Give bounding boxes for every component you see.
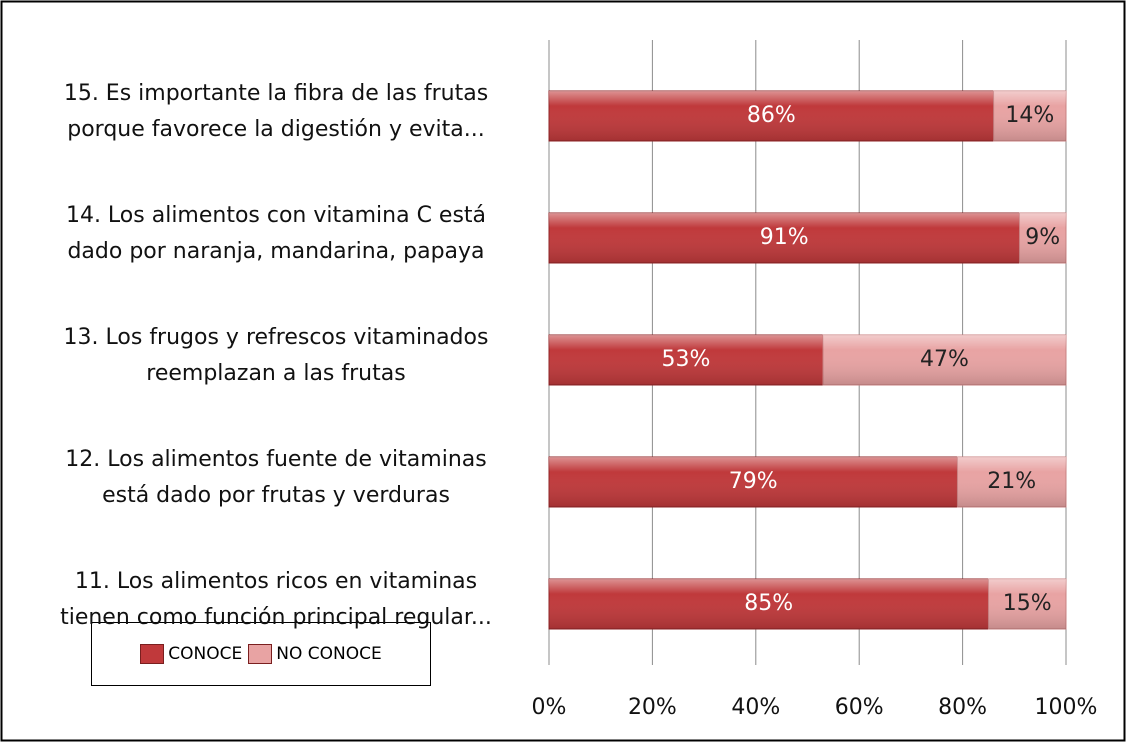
data-label: 21% (987, 469, 1036, 494)
legend-label: CONOCE (168, 644, 243, 664)
legend-label: NO CONOCE (276, 644, 382, 664)
category-label: 11. Los alimentos ricos en vitaminas tie… (60, 569, 492, 630)
bar-shine (549, 579, 989, 629)
bar-shine (549, 91, 994, 141)
x-tick-label: 100% (1035, 695, 1098, 720)
legend-swatch (248, 644, 273, 664)
data-label: 53% (662, 347, 711, 372)
data-label: 86% (747, 103, 796, 128)
bar-shine (823, 335, 1066, 385)
legend-item: CONOCE (140, 644, 242, 664)
data-label: 14% (1005, 103, 1054, 128)
bar-shine (1019, 213, 1066, 263)
bar-shine (957, 457, 1066, 507)
data-label: 85% (744, 591, 793, 616)
bar-shine (549, 457, 958, 507)
category-label: 12. Los alimentos fuente de vitaminas es… (65, 447, 487, 508)
data-label: 91% (760, 225, 809, 250)
bar-shine (549, 213, 1020, 263)
bar-shine (549, 335, 824, 385)
category-label: 15. Es importante la fibra de las frutas… (63, 81, 489, 142)
data-label: 47% (920, 347, 969, 372)
bar-shine (993, 91, 1066, 141)
x-tick-label: 20% (628, 695, 677, 720)
data-label: 9% (1025, 225, 1060, 250)
data-label: 15% (1003, 591, 1052, 616)
category-label: 14. Los alimentos con vitamina C está da… (65, 203, 487, 264)
x-tick-label: 0% (532, 695, 567, 720)
legend-swatch (140, 644, 165, 664)
x-tick-label: 80% (938, 695, 987, 720)
x-tick-label: 60% (835, 695, 884, 720)
bar-shine (988, 579, 1066, 629)
legend-item: NO CONOCE (248, 644, 382, 664)
legend: CONOCE NO CONOCE (91, 622, 431, 686)
category-label: 13. Los frugos y refrescos vitaminados r… (63, 325, 489, 386)
data-label: 79% (729, 469, 778, 494)
x-tick-label: 40% (731, 695, 780, 720)
